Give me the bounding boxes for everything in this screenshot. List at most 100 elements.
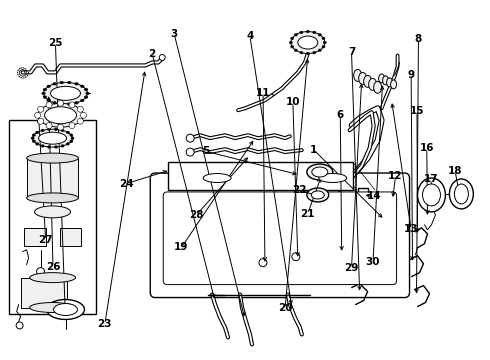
Ellipse shape [322, 45, 325, 48]
Text: 1: 1 [310, 144, 317, 154]
Text: 25: 25 [48, 38, 63, 48]
Ellipse shape [43, 88, 47, 91]
Ellipse shape [379, 74, 385, 83]
Ellipse shape [53, 102, 56, 104]
Ellipse shape [60, 81, 63, 84]
Ellipse shape [306, 52, 309, 55]
Ellipse shape [290, 41, 293, 44]
Ellipse shape [314, 171, 352, 185]
Ellipse shape [26, 193, 78, 203]
Ellipse shape [54, 128, 57, 131]
Ellipse shape [354, 69, 362, 81]
Bar [24, 228, 46, 246]
Ellipse shape [374, 81, 382, 93]
Circle shape [77, 118, 83, 124]
Text: 3: 3 [171, 29, 178, 39]
Ellipse shape [32, 134, 35, 136]
Ellipse shape [53, 82, 56, 85]
Ellipse shape [449, 179, 473, 209]
Text: 26: 26 [46, 262, 60, 272]
Ellipse shape [41, 145, 44, 147]
Ellipse shape [417, 178, 445, 212]
Text: 28: 28 [189, 210, 203, 220]
Circle shape [69, 102, 75, 108]
Text: 8: 8 [415, 35, 422, 44]
Text: 21: 21 [300, 209, 315, 219]
Bar [168, 162, 353, 190]
Ellipse shape [48, 128, 50, 131]
Circle shape [37, 268, 45, 276]
Bar [21, 278, 67, 307]
Circle shape [35, 112, 41, 118]
Circle shape [46, 123, 52, 129]
Bar [26, 158, 78, 198]
Text: 27: 27 [38, 235, 53, 245]
Text: 2: 2 [148, 49, 156, 59]
Ellipse shape [61, 129, 64, 132]
Ellipse shape [66, 143, 69, 145]
Text: 14: 14 [367, 191, 382, 201]
Ellipse shape [70, 134, 73, 136]
Text: 29: 29 [344, 263, 359, 273]
Ellipse shape [61, 145, 64, 147]
Circle shape [77, 106, 83, 112]
Ellipse shape [312, 167, 328, 177]
Text: 6: 6 [337, 110, 344, 120]
Ellipse shape [313, 31, 316, 33]
Ellipse shape [291, 32, 325, 54]
Text: 18: 18 [448, 166, 463, 176]
Text: 11: 11 [256, 88, 270, 98]
Circle shape [57, 124, 64, 130]
Ellipse shape [84, 88, 88, 91]
Ellipse shape [198, 171, 236, 185]
Bar [59, 228, 81, 246]
Ellipse shape [322, 37, 325, 40]
Ellipse shape [41, 129, 44, 132]
Ellipse shape [383, 76, 389, 85]
Ellipse shape [68, 103, 71, 105]
Ellipse shape [44, 82, 87, 104]
Ellipse shape [313, 51, 316, 54]
Ellipse shape [311, 191, 324, 199]
Ellipse shape [319, 174, 347, 183]
Ellipse shape [70, 140, 73, 143]
Circle shape [186, 134, 194, 142]
Ellipse shape [31, 137, 34, 139]
Ellipse shape [391, 80, 396, 89]
Ellipse shape [29, 273, 75, 283]
Text: 15: 15 [410, 106, 424, 116]
Ellipse shape [42, 92, 45, 95]
Ellipse shape [294, 33, 297, 36]
Ellipse shape [53, 303, 77, 315]
Text: 16: 16 [419, 143, 434, 153]
Ellipse shape [29, 302, 75, 312]
Bar [9, 120, 97, 315]
Ellipse shape [48, 146, 50, 148]
Text: 23: 23 [98, 319, 112, 329]
Ellipse shape [300, 31, 303, 33]
Ellipse shape [307, 164, 333, 180]
Ellipse shape [50, 86, 80, 100]
Text: 9: 9 [408, 70, 415, 80]
Ellipse shape [318, 49, 321, 51]
Ellipse shape [47, 99, 50, 102]
Ellipse shape [368, 78, 377, 90]
Circle shape [57, 100, 64, 106]
Ellipse shape [80, 99, 84, 102]
Ellipse shape [291, 45, 294, 48]
Ellipse shape [203, 174, 231, 183]
Ellipse shape [387, 78, 392, 87]
Circle shape [186, 148, 194, 156]
Ellipse shape [39, 132, 67, 144]
Ellipse shape [26, 153, 78, 163]
Circle shape [159, 54, 165, 60]
Text: 30: 30 [366, 257, 380, 267]
Ellipse shape [33, 129, 73, 147]
Ellipse shape [323, 41, 326, 44]
Ellipse shape [86, 92, 89, 95]
Ellipse shape [454, 184, 468, 204]
Text: 12: 12 [388, 171, 403, 181]
Ellipse shape [75, 102, 78, 104]
Ellipse shape [68, 81, 71, 84]
Ellipse shape [66, 131, 69, 134]
